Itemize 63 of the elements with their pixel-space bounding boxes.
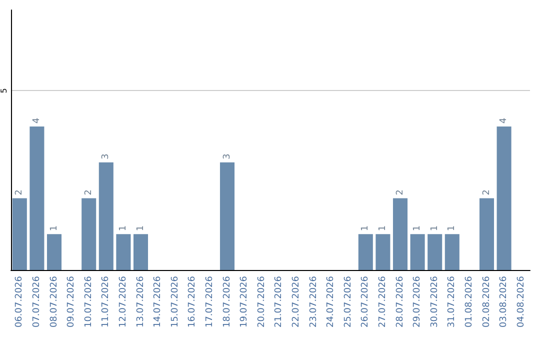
x-tick-label: 29.07.2026 — [412, 276, 423, 328]
bar — [116, 234, 131, 270]
x-tick-label: 09.07.2026 — [66, 276, 77, 328]
data-label: 1 — [378, 225, 388, 232]
x-tick-label: 08.07.2026 — [49, 276, 60, 328]
x-tick-label: 23.07.2026 — [308, 276, 319, 328]
x-tick-label: 20.07.2026 — [256, 276, 267, 328]
bar — [444, 234, 460, 270]
bar — [133, 234, 148, 270]
bar — [496, 126, 512, 270]
x-tick-label: 01.08.2026 — [464, 276, 474, 328]
bar — [410, 234, 425, 270]
x-tick-label: 19.07.2026 — [240, 276, 250, 328]
bar — [479, 198, 494, 270]
data-label: 2 — [482, 190, 492, 196]
y-tick-label: 5 — [0, 88, 8, 94]
data-label: 1 — [447, 225, 458, 232]
x-tick-label: 04.08.2026 — [516, 276, 526, 328]
bar — [82, 198, 96, 270]
x-tick-label: 25.07.2026 — [343, 276, 354, 328]
x-tick-label: 24.07.2026 — [326, 276, 336, 328]
bar — [358, 234, 373, 270]
bar — [220, 162, 235, 270]
bar — [30, 126, 44, 270]
bar — [98, 162, 114, 270]
x-tick-label: 28.07.2026 — [395, 276, 406, 328]
x-tick-label: 15.07.2026 — [170, 276, 180, 328]
data-label: 2 — [14, 190, 25, 196]
data-label: 1 — [360, 225, 371, 232]
x-tick-label: 03.08.2026 — [499, 276, 510, 328]
bar — [46, 234, 62, 270]
x-tick-label: 11.07.2026 — [101, 276, 112, 328]
x-tick-label: 22.07.2026 — [291, 276, 302, 328]
data-label: 4 — [32, 118, 42, 124]
x-tick-label: 13.07.2026 — [136, 276, 146, 328]
x-tick-label: 02.08.2026 — [482, 276, 492, 328]
x-tick-label: 21.07.2026 — [274, 276, 284, 328]
data-label: 2 — [84, 190, 94, 196]
data-label: 1 — [118, 225, 128, 232]
x-tick-label: 27.07.2026 — [378, 276, 388, 328]
x-tick-label: 17.07.2026 — [204, 276, 215, 328]
x-tick-label: 30.07.2026 — [430, 276, 440, 328]
data-label: 3 — [222, 154, 232, 160]
data-label: 1 — [49, 225, 60, 232]
data-label: 1 — [430, 225, 440, 232]
data-label: 3 — [101, 154, 112, 160]
bar — [12, 198, 27, 270]
x-tick-label: 12.07.2026 — [118, 276, 128, 328]
data-label: 1 — [136, 225, 146, 232]
bar — [392, 198, 408, 270]
data-label: 4 — [499, 118, 510, 124]
x-tick-label: 14.07.2026 — [153, 276, 164, 328]
x-tick-label: 18.07.2026 — [222, 276, 232, 328]
x-tick-label: 16.07.2026 — [188, 276, 198, 328]
x-tick-label: 06.07.2026 — [14, 276, 25, 328]
x-tick-label: 10.07.2026 — [84, 276, 94, 328]
x-tick-label: 26.07.2026 — [360, 276, 371, 328]
data-label: 1 — [412, 225, 423, 232]
bar — [428, 234, 442, 270]
x-tick-label: 07.07.2026 — [32, 276, 42, 328]
bar — [376, 234, 390, 270]
x-tick-label: 31.07.2026 — [447, 276, 458, 328]
data-label: 2 — [395, 190, 406, 196]
